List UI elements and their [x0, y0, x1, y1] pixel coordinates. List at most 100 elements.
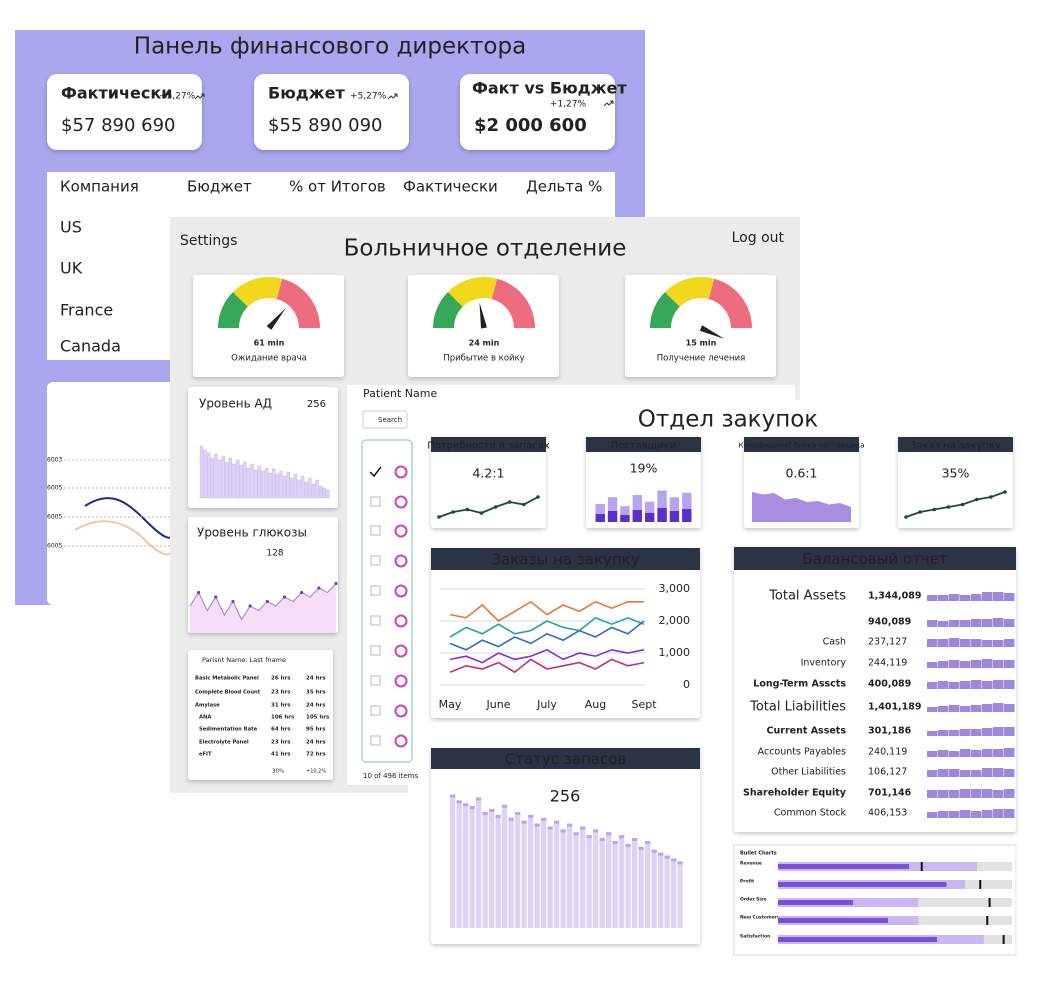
checkbox[interactable] [370, 735, 381, 746]
trend-icon [603, 100, 614, 107]
series-line [449, 620, 645, 651]
balance-spark [960, 749, 971, 757]
status-bar [534, 823, 540, 928]
balance-spark [982, 728, 993, 736]
patient-icon [394, 704, 408, 718]
glucose-dot [214, 595, 218, 599]
kpi-dot [451, 510, 455, 514]
balance-label: Shareholder Equity [743, 788, 847, 799]
x-tick-label: June [486, 698, 511, 711]
status-bar [573, 832, 579, 928]
balance-label: Current Assets [767, 726, 847, 737]
glucose-dot [317, 586, 321, 590]
bullet-target [920, 862, 923, 871]
settings-link[interactable]: Settings [180, 233, 237, 249]
y-tick-label: 3,000 [659, 582, 691, 595]
balance-spark [949, 682, 960, 689]
bullet-bar [778, 900, 853, 905]
glucose-dot [334, 581, 338, 586]
kpi-dot [437, 515, 441, 519]
balance-value: 237,127 [868, 637, 907, 648]
lab-second: 24 hrs [306, 703, 326, 709]
status-cap [567, 823, 573, 827]
status-bar [625, 843, 631, 928]
trend-icon [194, 93, 205, 100]
status-bar [502, 804, 508, 928]
series-line [449, 600, 644, 623]
status-cap [528, 814, 534, 818]
cfo-wave [74, 520, 176, 556]
kpi-line [905, 491, 1006, 518]
logout-link[interactable]: Log out [732, 230, 785, 246]
balance-value: 1,344,089 [868, 591, 922, 602]
balance-value: 1,401,189 [868, 702, 922, 713]
status-bar [599, 838, 605, 928]
status-cap [612, 841, 618, 844]
balance-spark [927, 707, 938, 712]
bullet-bar [778, 882, 947, 887]
status-bar [541, 817, 547, 928]
bp-bar [275, 473, 280, 499]
status-bar [528, 814, 534, 928]
gauge-label: Ожидание врача [231, 354, 307, 364]
bp-bar [207, 452, 211, 499]
balance-spark [938, 811, 949, 818]
status-bar [567, 823, 573, 928]
balance-spark [960, 595, 971, 601]
balance-spark [938, 730, 949, 736]
bullet-target [988, 898, 991, 907]
bp-bar [272, 468, 276, 499]
gauge-label: Прибытие в койку [443, 354, 524, 364]
lab-first: 31 hrs [271, 703, 291, 709]
checkbox[interactable] [370, 705, 381, 716]
kpi-bar [657, 490, 667, 522]
checkbox[interactable] [370, 496, 381, 507]
balance-spark [982, 659, 993, 668]
bp-bar [243, 461, 247, 499]
bullet-label: Revenue [740, 861, 762, 867]
checkbox[interactable] [370, 585, 381, 596]
gauge-needle [266, 308, 286, 330]
lab-second: 24 hrs [306, 740, 326, 746]
status-cap [638, 846, 644, 850]
lab-first: 64 hrs [271, 727, 291, 733]
lab-test: Electrolyte Panel [199, 740, 249, 746]
checkbox[interactable] [370, 675, 381, 686]
balance-spark [949, 811, 960, 818]
lab-second: 105 hrs [306, 715, 330, 721]
patient-icon [394, 734, 408, 748]
balance-spark [982, 768, 993, 777]
table-header: Компания [60, 178, 139, 196]
balance-spark [971, 639, 982, 647]
lab-test: Sedimentation Rate [199, 727, 258, 733]
lab-footer: +10,2% [306, 769, 326, 775]
procurement-title: Отдел закупок [638, 407, 819, 433]
bp-bar [311, 483, 316, 499]
search-box[interactable] [362, 410, 408, 429]
kpi-label: Фактически [61, 84, 172, 103]
balance-spark [949, 638, 960, 647]
checkbox[interactable] [370, 645, 381, 656]
checkbox[interactable] [370, 555, 381, 566]
status-cap [580, 826, 586, 830]
balance-spark [960, 706, 971, 712]
kpi-bar-base [657, 508, 667, 522]
status-bar [677, 861, 683, 928]
y-tick-label: 1,000 [659, 646, 691, 659]
bp-bar [322, 487, 326, 499]
balance-spark [960, 789, 971, 798]
balance-label: Inventory [801, 658, 847, 669]
balance-spark [938, 639, 949, 647]
balance-spark [927, 790, 938, 798]
kpi-dot [507, 500, 512, 504]
kpi-dot [1003, 490, 1007, 494]
gauge-arc [491, 278, 535, 328]
chart-label: 6003 [47, 457, 62, 464]
status-bar [580, 826, 586, 928]
balance-spark [982, 640, 993, 647]
checkbox[interactable] [370, 525, 381, 536]
checkbox[interactable] [370, 615, 381, 626]
patient-icon [394, 584, 408, 598]
balance-spark [993, 592, 1004, 601]
patients-count: 10 of 496 items [363, 772, 419, 780]
